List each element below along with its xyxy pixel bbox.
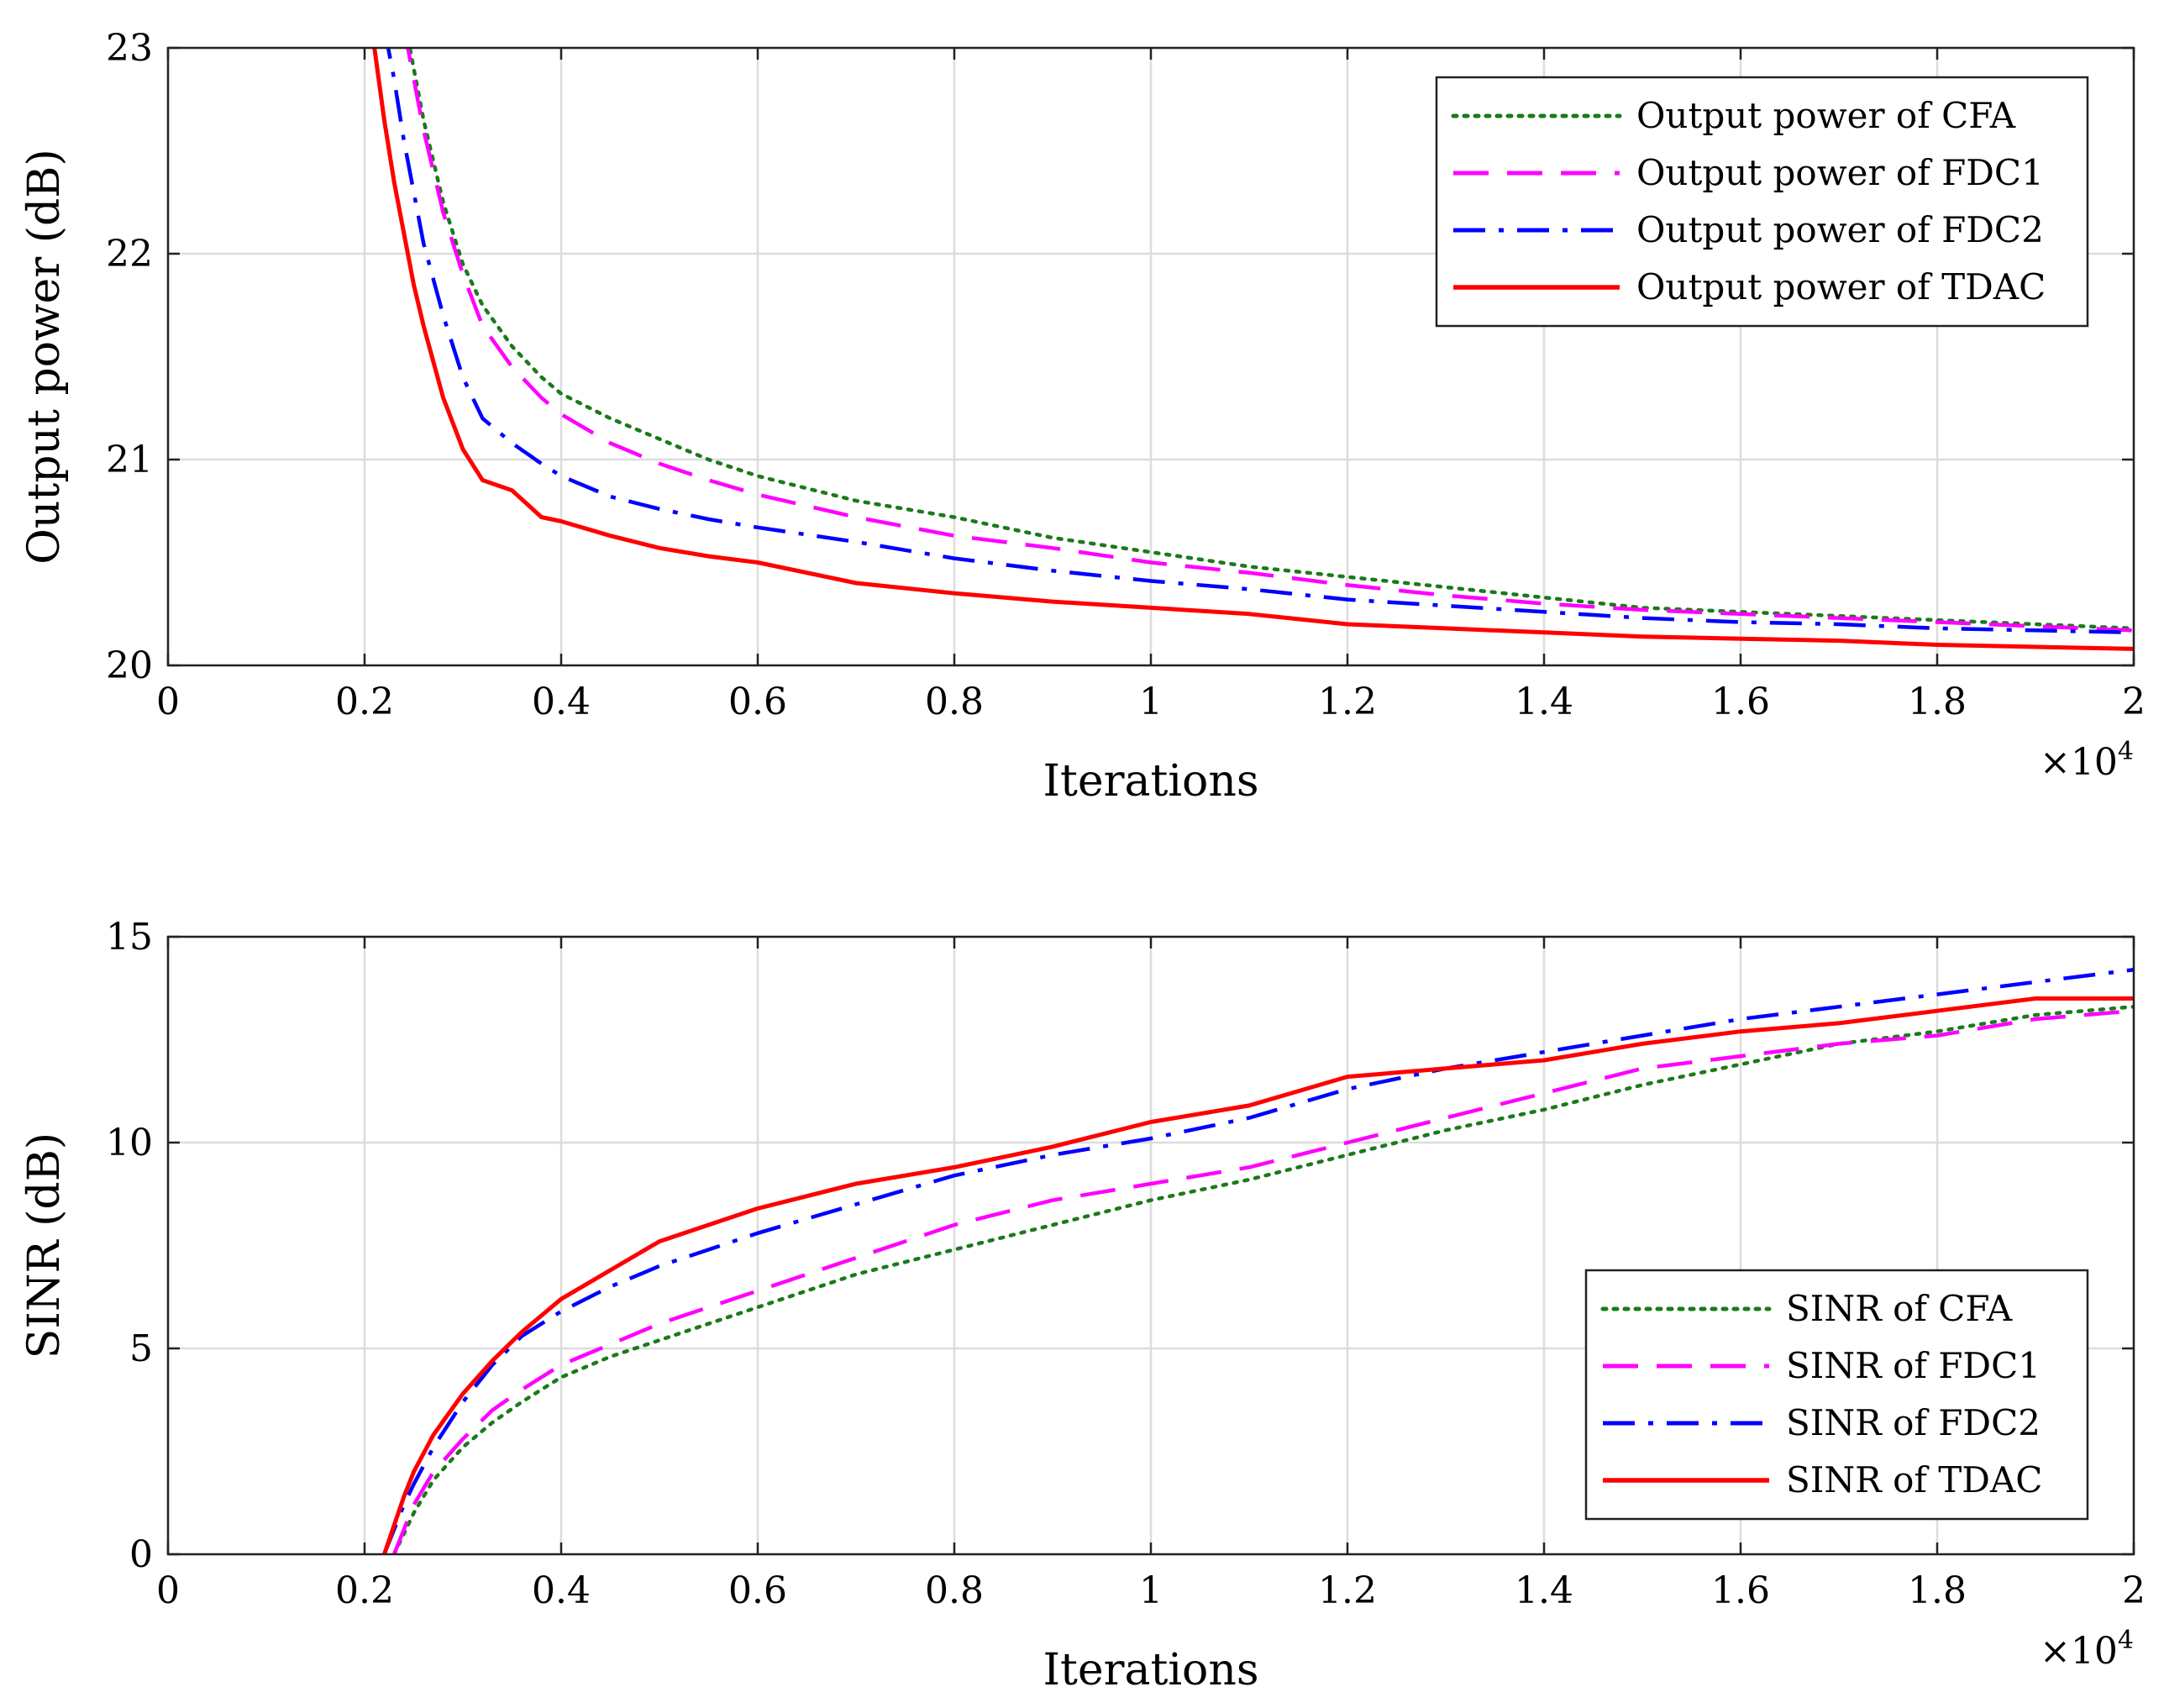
- power-legend: Output power of CFA Output power of FDC1 O…: [1435, 76, 2089, 328]
- power-y-tick-label: 23: [106, 27, 153, 70]
- output-power-chart: 0 0.2 0.4 0.6 0.8 1 1.2 1.4 1.6 1.8 2 20 21 22 23 ×104 I…: [19, 27, 2146, 807]
- sinr-y-axis-label: SINR (dB): [19, 1133, 70, 1359]
- power-legend-label: Output power of FDC2: [1636, 209, 2044, 250]
- power-y-tick-label: 20: [106, 644, 153, 687]
- power-legend-label: Output power of FDC1: [1636, 152, 2044, 193]
- sinr-x-tick-label: 0.8: [925, 1569, 984, 1612]
- sinr-x-tick-label: 1.6: [1711, 1569, 1770, 1612]
- sinr-y-tick-label: 0: [129, 1533, 153, 1576]
- power-x-multiplier: ×104: [2040, 737, 2134, 784]
- power-x-tick-label: 0.8: [925, 681, 984, 723]
- power-x-axis-label: Iterations: [1043, 756, 1258, 807]
- power-series-output-power-of-tdac: [372, 48, 2134, 651]
- power-series-output-power-of-cfa: [407, 48, 2134, 631]
- sinr-x-tick-label: 1.2: [1318, 1569, 1377, 1612]
- power-x-tick-label: 2: [2122, 681, 2146, 723]
- power-x-tick-label: 0: [156, 681, 180, 723]
- sinr-legend-label: SINR of FDC1: [1786, 1345, 2041, 1386]
- sinr-x-tick-label: 0.2: [335, 1569, 394, 1612]
- sinr-y-tick-label: 5: [129, 1327, 153, 1370]
- sinr-x-tick-label: 0.6: [728, 1569, 787, 1612]
- sinr-x-tick-label: 1: [1139, 1569, 1163, 1612]
- sinr-legend-label: SINR of CFA: [1786, 1288, 2013, 1329]
- power-series-group: [372, 48, 2134, 651]
- sinr-x-tick-label: 0: [156, 1569, 180, 1612]
- sinr-legend-label: SINR of FDC2: [1786, 1402, 2041, 1443]
- power-y-tick-label: 22: [106, 233, 153, 276]
- power-x-tick-label: 1.8: [1908, 681, 1967, 723]
- power-legend-label: Output power of CFA: [1636, 95, 2016, 136]
- power-x-multiplier-exponent: 4: [2118, 737, 2134, 766]
- power-legend-box: [1435, 76, 2089, 328]
- sinr-y-tick-label: 10: [106, 1122, 153, 1164]
- sinr-x-tick-label: 2: [2122, 1569, 2146, 1612]
- power-legend-label: Output power of TDAC: [1636, 266, 2046, 307]
- sinr-series-group: [382, 967, 2134, 1554]
- power-x-tick-label: 1.2: [1318, 681, 1377, 723]
- power-x-tick-label: 1: [1139, 681, 1163, 723]
- power-x-tick-label: 0.6: [728, 681, 787, 723]
- sinr-legend: SINR of CFA SINR of FDC1 SINR of FDC2 SINR …: [1584, 1269, 2089, 1521]
- power-x-tick-label: 1.6: [1711, 681, 1770, 723]
- power-x-tick-label: 1.4: [1515, 681, 1573, 723]
- power-x-multiplier-base: ×10: [2040, 741, 2118, 784]
- sinr-x-tick-label: 1.4: [1515, 1569, 1573, 1612]
- power-series-output-power-of-fdc2: [386, 48, 2134, 635]
- sinr-legend-label: SINR of TDAC: [1786, 1459, 2042, 1500]
- sinr-x-tick-label: 0.4: [532, 1569, 591, 1612]
- power-y-tick-label: 21: [106, 439, 153, 481]
- power-series-output-power-of-fdc1: [406, 48, 2134, 633]
- sinr-legend-box: [1584, 1269, 2089, 1521]
- power-y-axis-label: Output power (dB): [19, 149, 70, 565]
- sinr-x-multiplier-base: ×10: [2040, 1630, 2118, 1673]
- sinr-y-tick-label: 15: [106, 916, 153, 959]
- sinr-chart: 0 0.2 0.4 0.6 0.8 1 1.2 1.4 1.6 1.8 2 0 5 10 15 ×104 Ite…: [19, 916, 2146, 1695]
- power-x-tick-label: 0.2: [335, 681, 394, 723]
- sinr-x-multiplier-exponent: 4: [2118, 1626, 2134, 1655]
- sinr-x-axis-label: Iterations: [1043, 1645, 1258, 1695]
- sinr-series-sinr-of-tdac: [382, 996, 2134, 1554]
- sinr-x-tick-label: 1.8: [1908, 1569, 1967, 1612]
- power-x-tick-label: 0.4: [532, 681, 591, 723]
- sinr-x-multiplier: ×104: [2040, 1626, 2134, 1673]
- sinr-series-sinr-of-fdc1: [392, 1008, 2134, 1554]
